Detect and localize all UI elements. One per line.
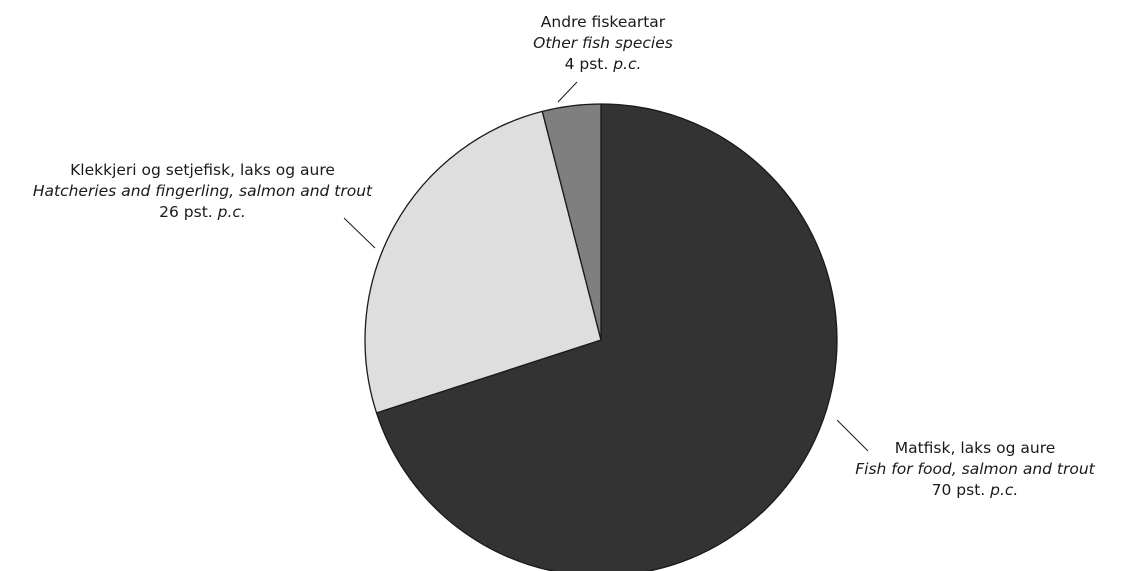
slice-hatcheries: [364, 110, 602, 414]
slice-value-food-en: p.c.: [990, 481, 1019, 499]
slice-value-hatcheries: 26 pst. p.c.: [0, 202, 405, 223]
slice-label-other-fish: Andre fiskeartar Other fish species 4 ps…: [498, 12, 708, 75]
leader-line-other: [557, 81, 578, 103]
slice-label-hatcheries: Klekkjeri og setjefisk, laks og aure Hat…: [0, 160, 405, 223]
slice-label-other-en: Other fish species: [533, 34, 673, 52]
slice-other-fish: [541, 103, 602, 341]
slice-label-other-no: Andre fiskeartar: [540, 13, 666, 31]
slice-value-hatcheries-no: 26 pst.: [159, 203, 213, 221]
slice-label-food-no: Matfisk, laks og aure: [894, 439, 1056, 457]
slice-value-hatcheries-en: p.c.: [217, 203, 246, 221]
slice-value-food-no: 70 pst.: [931, 481, 986, 499]
slice-label-fish-for-food: Matfisk, laks og aure Fish for food, sal…: [830, 438, 1120, 501]
leader-line-food: [836, 419, 869, 452]
slice-label-hatcheries-en: Hatcheries and fingerling, salmon and tr…: [32, 182, 373, 200]
leader-line-hatcheries: [343, 217, 376, 249]
slice-value-other-no: 4 pst.: [564, 55, 609, 73]
slice-value-food: 70 pst. p.c.: [830, 480, 1120, 501]
slice-fish-for-food: [375, 103, 838, 571]
slice-label-food-en: Fish for food, salmon and trout: [855, 460, 1095, 478]
leader-lines: [343, 81, 869, 452]
pie-slices: [364, 103, 838, 571]
slice-value-other: 4 pst. p.c.: [498, 54, 708, 75]
slice-value-other-en: p.c.: [613, 55, 642, 73]
slice-label-hatcheries-no: Klekkjeri og setjefisk, laks og aure: [70, 161, 335, 179]
